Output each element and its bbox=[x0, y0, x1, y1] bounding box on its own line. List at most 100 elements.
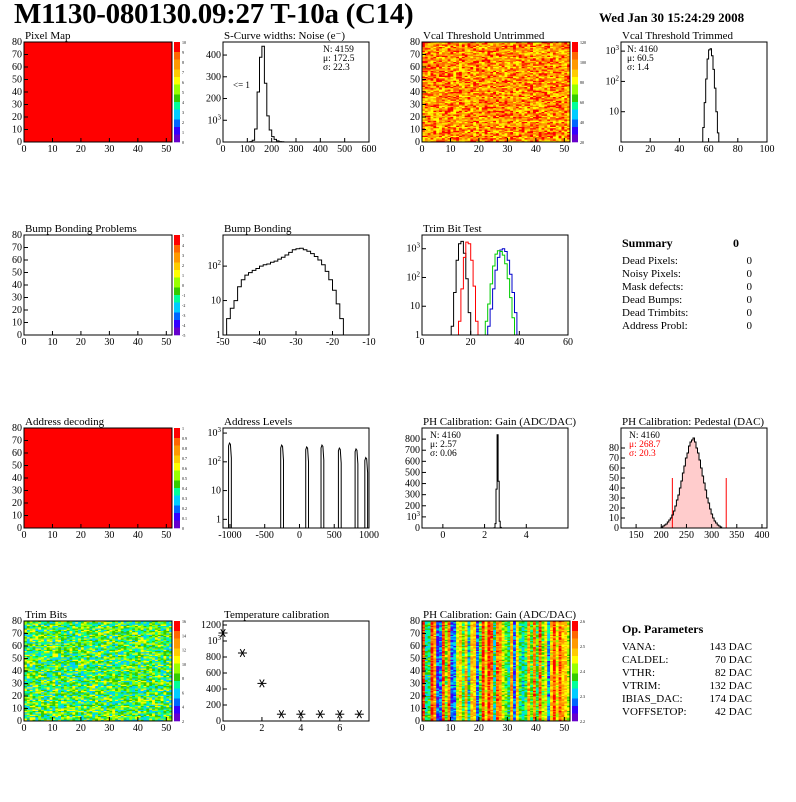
y-tick-label: 80 bbox=[12, 37, 22, 48]
y-tick-label: 102 bbox=[208, 455, 222, 468]
palette-step bbox=[174, 80, 180, 83]
palette-tick-label: 0 bbox=[182, 526, 184, 531]
x-tick-label: 10 bbox=[445, 144, 455, 155]
y-tick-label: 0 bbox=[17, 137, 22, 148]
y-tick-label: 10 bbox=[410, 125, 420, 136]
palette-step bbox=[174, 493, 180, 496]
page-header: M1130-080130.09:27 T-10a (C14) Wed Jan 3… bbox=[0, 0, 796, 30]
plot-area bbox=[422, 42, 570, 142]
x-tick-label: 0 bbox=[221, 144, 226, 155]
y-tick-label: 0 bbox=[216, 137, 221, 148]
palette-step bbox=[174, 132, 180, 135]
palette-step bbox=[174, 473, 180, 476]
palette-tick-label: 4 bbox=[182, 243, 184, 248]
y-tick-label: 300 bbox=[206, 72, 221, 83]
plot-area bbox=[24, 621, 172, 721]
histogram-peak bbox=[281, 445, 284, 528]
stat-box-line: σ: 22.3 bbox=[323, 63, 350, 73]
palette-step bbox=[572, 62, 578, 65]
x-tick-label: 20 bbox=[474, 144, 484, 155]
plot-area bbox=[494, 435, 501, 528]
x-tick-label: 20 bbox=[76, 337, 86, 348]
y-tick-label: 102 bbox=[606, 74, 620, 87]
y-tick-label: 30 bbox=[410, 100, 420, 111]
plot-area bbox=[250, 46, 284, 142]
palette-step bbox=[572, 120, 578, 123]
x-tick-label: 10 bbox=[47, 144, 57, 155]
palette-step bbox=[572, 60, 578, 63]
palette-step bbox=[174, 125, 180, 128]
palette-step bbox=[174, 463, 180, 466]
x-tick-label: -10 bbox=[362, 337, 375, 348]
palette-step bbox=[572, 65, 578, 68]
palette-step bbox=[174, 446, 180, 449]
palette-step bbox=[572, 102, 578, 105]
palette-step bbox=[572, 122, 578, 125]
palette-step bbox=[174, 431, 180, 434]
plot-frame bbox=[223, 428, 369, 528]
y-tick-label: 70 bbox=[410, 50, 420, 61]
y-tick-label: 60 bbox=[609, 463, 619, 474]
x-tick-label: 50 bbox=[559, 144, 569, 155]
y-tick-label: 30 bbox=[12, 100, 22, 111]
palette-step bbox=[572, 87, 578, 90]
plot-area bbox=[24, 428, 172, 528]
palette-step bbox=[174, 483, 180, 486]
y-tick-label: 50 bbox=[12, 268, 22, 279]
palette-step bbox=[174, 42, 180, 45]
x-tick-label: 0 bbox=[440, 530, 445, 541]
palette-step bbox=[572, 77, 578, 80]
palette-tick-label: 0 bbox=[182, 140, 184, 145]
palette-step bbox=[572, 115, 578, 118]
x-tick-label: 400 bbox=[754, 530, 769, 541]
palette-step bbox=[174, 516, 180, 519]
y-tick-label: 10 bbox=[12, 125, 22, 136]
palette-step bbox=[174, 468, 180, 471]
palette-step bbox=[174, 102, 180, 105]
x-tick-label: 0 bbox=[420, 337, 425, 348]
palette-tick-label: 10 bbox=[182, 40, 186, 45]
palette-step bbox=[174, 466, 180, 469]
y-tick-label: 70 bbox=[12, 50, 22, 61]
palette-step bbox=[174, 90, 180, 93]
x-tick-label: 20 bbox=[645, 144, 655, 155]
palette-step bbox=[174, 270, 180, 273]
x-tick-label: -500 bbox=[256, 530, 274, 541]
palette-step bbox=[572, 130, 578, 133]
x-tick-label: 0 bbox=[297, 530, 302, 541]
palette-step bbox=[174, 263, 180, 266]
palette-step bbox=[572, 105, 578, 108]
palette-step bbox=[174, 491, 180, 494]
palette-tick-label: 0.4 bbox=[182, 486, 187, 491]
palette-tick-label: 1 bbox=[182, 273, 184, 278]
palette-step bbox=[174, 52, 180, 55]
palette-step bbox=[572, 110, 578, 113]
histogram-series bbox=[703, 49, 719, 142]
y-tick-label: 300 bbox=[405, 490, 420, 501]
plot-area bbox=[422, 241, 568, 335]
x-tick-label: 50 bbox=[161, 530, 171, 541]
histogram-series bbox=[250, 46, 284, 142]
y-tick-label: 20 bbox=[12, 112, 22, 123]
plot-area bbox=[227, 248, 348, 335]
palette-tick-label: 0.7 bbox=[182, 456, 187, 461]
y-tick-label: 80 bbox=[410, 37, 420, 48]
palette-step bbox=[174, 323, 180, 326]
palette-step bbox=[572, 75, 578, 78]
palette-step bbox=[572, 112, 578, 115]
x-tick-label: -30 bbox=[289, 337, 302, 348]
palette-step bbox=[174, 501, 180, 504]
palette-step bbox=[572, 95, 578, 98]
palette-tick-label: 80 bbox=[580, 80, 584, 85]
x-tick-label: 200 bbox=[264, 144, 279, 155]
palette-step bbox=[174, 453, 180, 456]
x-tick-label: 40 bbox=[133, 144, 143, 155]
